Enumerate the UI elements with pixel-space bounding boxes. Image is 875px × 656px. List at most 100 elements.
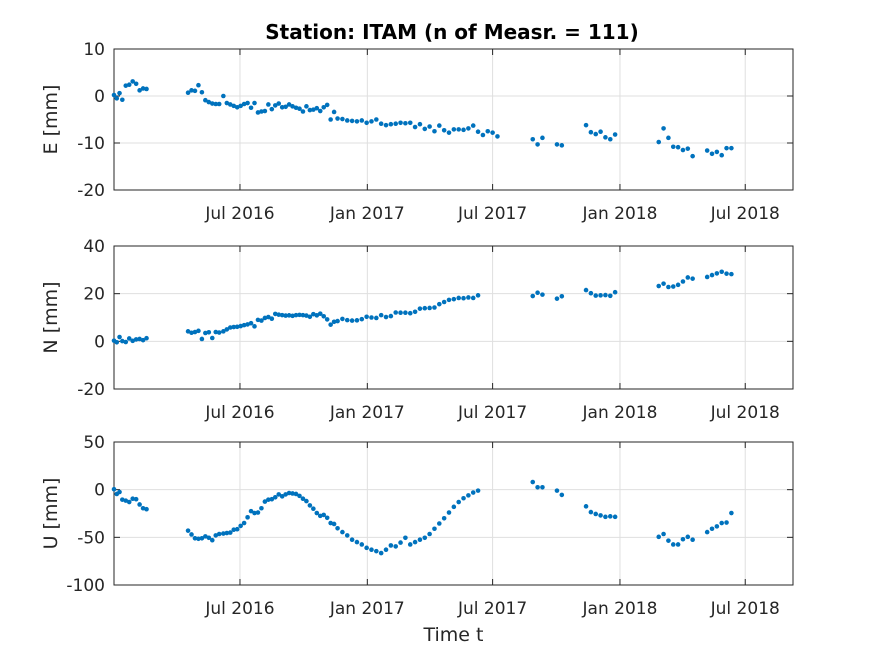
- data-point: [354, 539, 360, 545]
- data-point: [378, 312, 384, 318]
- x-axis-label: Time t: [423, 624, 484, 646]
- data-point: [709, 526, 715, 532]
- data-point: [324, 102, 330, 108]
- data-point: [120, 338, 125, 344]
- data-point: [213, 329, 219, 335]
- data-point: [588, 129, 594, 135]
- data-point: [297, 312, 302, 318]
- data-point: [354, 318, 360, 323]
- data-point: [216, 101, 222, 107]
- data-point: [417, 121, 423, 127]
- data-point: [279, 104, 285, 110]
- data-point: [432, 128, 437, 134]
- data-point: [393, 121, 399, 127]
- data-point: [359, 316, 365, 322]
- data-point: [719, 269, 725, 275]
- y-tick-label: 20: [83, 285, 105, 305]
- data-point: [456, 295, 461, 301]
- x-tick-label: Jan 2018: [582, 599, 658, 619]
- data-point: [185, 90, 191, 96]
- data-point: [461, 295, 466, 301]
- data-point: [344, 533, 350, 538]
- data-point: [255, 110, 261, 115]
- axes-background-north: [113, 245, 794, 390]
- data-point: [603, 514, 608, 520]
- data-point: [535, 142, 540, 147]
- axes-frame-north: [113, 245, 794, 390]
- x-tick-label: Jul 2017: [457, 599, 527, 619]
- data-point: [248, 320, 254, 326]
- panel-east: Jul 2016 Jan 2017 Jul 2017 Jan 2018 Jul 2018…: [40, 40, 794, 224]
- data-point: [300, 496, 306, 502]
- data-point: [441, 299, 447, 305]
- series-points-east: [111, 79, 734, 159]
- data-point: [185, 528, 191, 533]
- data-point: [729, 271, 734, 277]
- data-point: [221, 531, 226, 536]
- data-point: [685, 534, 691, 540]
- y-tick-label: -10: [77, 134, 105, 154]
- data-point: [144, 335, 149, 341]
- data-point: [126, 336, 132, 341]
- data-point: [290, 491, 295, 496]
- data-point: [209, 537, 215, 543]
- data-point: [612, 132, 618, 137]
- data-point: [340, 529, 345, 535]
- data-point: [272, 103, 278, 108]
- data-point: [709, 272, 715, 278]
- data-point: [480, 132, 486, 138]
- data-point: [130, 496, 135, 502]
- data-point: [559, 293, 565, 299]
- data-point: [612, 289, 618, 295]
- data-point: [607, 293, 613, 299]
- data-point: [286, 490, 292, 496]
- data-point: [234, 324, 240, 330]
- data-point: [670, 144, 676, 150]
- data-point: [206, 99, 212, 105]
- data-point: [422, 126, 428, 132]
- data-point: [422, 305, 428, 311]
- data-point: [583, 504, 589, 509]
- data-point: [293, 105, 299, 111]
- data-point: [340, 316, 345, 322]
- data-point: [349, 318, 355, 323]
- data-point: [680, 279, 686, 284]
- data-point: [111, 92, 117, 98]
- data-point: [297, 106, 302, 111]
- data-point: [221, 329, 226, 334]
- data-point: [704, 529, 710, 535]
- data-point: [189, 88, 194, 93]
- data-point: [403, 310, 408, 316]
- data-point: [266, 497, 271, 502]
- data-point: [238, 523, 243, 529]
- data-point: [241, 101, 247, 107]
- data-point: [300, 109, 306, 114]
- data-point: [540, 292, 545, 297]
- data-point: [307, 314, 313, 320]
- data-point: [364, 314, 369, 320]
- data-point: [245, 100, 250, 106]
- data-point: [354, 119, 360, 124]
- data-point: [437, 123, 442, 128]
- data-point: [661, 531, 666, 537]
- data-point: [293, 491, 299, 497]
- data-point: [283, 313, 288, 318]
- data-point: [475, 488, 481, 493]
- data-point: [252, 510, 257, 516]
- data-point: [554, 142, 560, 147]
- data-point: [403, 120, 408, 126]
- data-point: [407, 120, 413, 126]
- data-point: [583, 122, 589, 128]
- data-point: [724, 145, 729, 151]
- data-point: [461, 127, 466, 133]
- x-tick-label: Jul 2016: [204, 204, 274, 224]
- data-point: [331, 521, 337, 527]
- data-point: [238, 323, 243, 329]
- data-point: [133, 81, 139, 87]
- data-point: [422, 535, 428, 541]
- data-point: [559, 143, 565, 148]
- data-point: [530, 293, 536, 299]
- data-point: [192, 88, 198, 94]
- axes-background-up: [113, 441, 794, 586]
